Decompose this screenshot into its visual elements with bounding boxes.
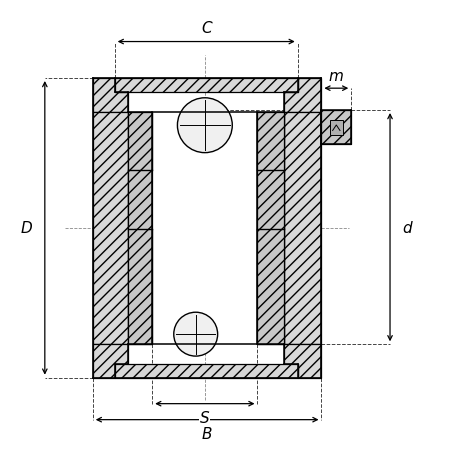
Polygon shape <box>93 113 128 344</box>
Text: B: B <box>202 426 212 441</box>
Circle shape <box>177 99 232 153</box>
Polygon shape <box>257 113 283 344</box>
Polygon shape <box>283 344 321 378</box>
Text: C: C <box>201 21 211 36</box>
Bar <box>329 121 342 135</box>
Polygon shape <box>283 113 321 344</box>
Polygon shape <box>257 113 283 344</box>
Text: m: m <box>328 69 343 84</box>
Circle shape <box>174 313 217 356</box>
Polygon shape <box>128 113 152 344</box>
Polygon shape <box>128 113 152 344</box>
Polygon shape <box>93 79 128 113</box>
Text: d: d <box>402 220 411 235</box>
Polygon shape <box>115 364 297 378</box>
Polygon shape <box>93 344 128 378</box>
Polygon shape <box>283 79 321 113</box>
Text: D: D <box>21 221 32 236</box>
Polygon shape <box>321 111 350 145</box>
Bar <box>143 113 266 344</box>
Polygon shape <box>115 79 297 93</box>
Text: S: S <box>200 410 209 425</box>
